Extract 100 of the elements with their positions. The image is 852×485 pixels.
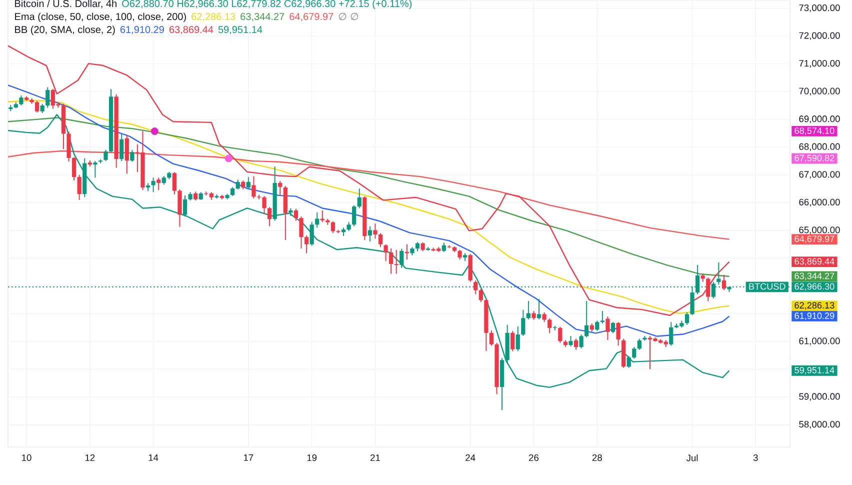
annotation: BB (20, SMA, close, 2) — [15, 26, 115, 36]
candlestick — [568, 335, 573, 347]
y-tick-label: 66,000.00 — [799, 198, 840, 207]
candlestick — [474, 280, 478, 295]
candlestick — [172, 172, 177, 195]
candlestick — [548, 318, 552, 334]
x-tick-label: 14 — [148, 454, 158, 461]
candlestick — [542, 312, 546, 323]
text: 64,679.97 — [794, 236, 834, 244]
text: 63,869.44 — [794, 258, 834, 266]
annotation: 63,869.44 — [169, 26, 214, 34]
candlestick — [93, 160, 98, 178]
x-tick-label: 28 — [592, 454, 602, 461]
y-tick-label: 72,000.00 — [799, 32, 840, 40]
candlestick — [294, 208, 298, 222]
candlestick — [304, 234, 309, 254]
annotation: 64,679.97 — [290, 13, 334, 22]
candlestick — [320, 210, 324, 223]
text: 63,344.27 — [794, 272, 834, 280]
y-tick-label: 73,000.00 — [799, 4, 840, 12]
candlestick — [156, 177, 161, 191]
text: 68,574.10 — [794, 128, 834, 136]
candlestick — [378, 232, 383, 248]
x-tick-label: 17 — [244, 454, 254, 461]
y-tick-label: 67,000.00 — [799, 171, 840, 179]
candlestick — [373, 222, 378, 240]
candlestick — [722, 274, 726, 291]
x-tick-label: 19 — [307, 454, 317, 461]
annotation: 61,910.29 — [120, 26, 164, 34]
annotation: 63,344.27 — [240, 13, 284, 22]
candlestick — [389, 248, 394, 274]
y-tick-label: 69,000.00 — [799, 116, 840, 124]
series-label: BTCUSD — [749, 283, 786, 290]
y-tick-label: 59,000.00 — [799, 393, 840, 401]
candlestick — [478, 288, 483, 303]
candlestick — [669, 322, 674, 346]
annotation: O62,880.70 H62,966.30 L62,779.82 C62,966.30 +72.15 (+0.11%) — [122, 0, 412, 10]
candlestick — [72, 156, 76, 181]
candlestick — [130, 149, 134, 162]
candlestick — [684, 312, 690, 326]
x-tick-label: 12 — [85, 454, 95, 461]
candlestick — [489, 330, 494, 346]
text: 62,286.13 — [794, 302, 834, 310]
candlestick — [120, 132, 124, 162]
x-tick-label: Jul — [686, 454, 698, 462]
text: 61,910.29 — [794, 312, 834, 320]
x-tick-label: 24 — [466, 454, 476, 461]
annotation: ∅ ∅ — [338, 12, 358, 20]
candlestick — [558, 326, 562, 344]
candlestick — [610, 322, 616, 334]
text: 67,590.82 — [794, 154, 834, 162]
candlestick — [182, 194, 188, 218]
x-tick-label: 26 — [529, 454, 539, 461]
candlestick — [46, 86, 50, 108]
candlestick — [637, 338, 642, 350]
candlestick — [236, 179, 240, 190]
x-tick-label: 3 — [753, 454, 758, 461]
candlestick — [368, 226, 372, 242]
ref-line-label: 62,966.30 — [794, 283, 834, 291]
candlestick — [526, 300, 531, 320]
y-tick-label: 68,000.00 — [799, 143, 840, 151]
candlestick — [299, 216, 304, 249]
candlestick — [40, 103, 44, 114]
candlestick — [595, 320, 600, 332]
candlestick — [536, 298, 542, 320]
candlestick — [616, 322, 620, 346]
text: 59,951.14 — [794, 366, 834, 374]
x-tick-label: 21 — [370, 454, 380, 461]
candlestick — [584, 300, 589, 338]
candlestick — [330, 220, 336, 234]
chart-title: Bitcoin / U.S. Dollar, 4h — [15, 0, 116, 8]
y-tick-label: 58,000.00 — [799, 420, 840, 429]
candlestick — [262, 196, 266, 214]
candlestick — [19, 95, 24, 106]
candlestick — [151, 177, 156, 193]
candlestick — [400, 248, 404, 268]
candlestick — [178, 188, 182, 228]
candlestick — [357, 188, 362, 209]
candlestick — [384, 244, 388, 262]
y-tick-label: 70,000.00 — [799, 88, 840, 96]
y-tick-label: 61,000.00 — [799, 338, 840, 346]
candlestick — [716, 262, 721, 286]
candlestick — [510, 330, 515, 352]
candlestick — [415, 242, 420, 252]
y-tick-label: 65,000.00 — [799, 226, 840, 234]
candlestick — [579, 334, 584, 349]
candlestick — [310, 222, 314, 246]
annotation: 59,951.14 — [218, 26, 262, 34]
candlestick — [442, 242, 446, 252]
candlestick — [574, 338, 578, 350]
candlestick — [35, 100, 40, 113]
annotation: 62,286.13 — [192, 13, 236, 22]
candlestick — [458, 249, 462, 260]
candlestick — [626, 355, 631, 368]
candlestick — [278, 180, 282, 196]
candlestick — [632, 346, 636, 360]
candlestick — [246, 176, 250, 190]
candlestick — [124, 134, 129, 174]
candlestick — [352, 204, 356, 227]
x-tick-label: 10 — [22, 454, 32, 461]
